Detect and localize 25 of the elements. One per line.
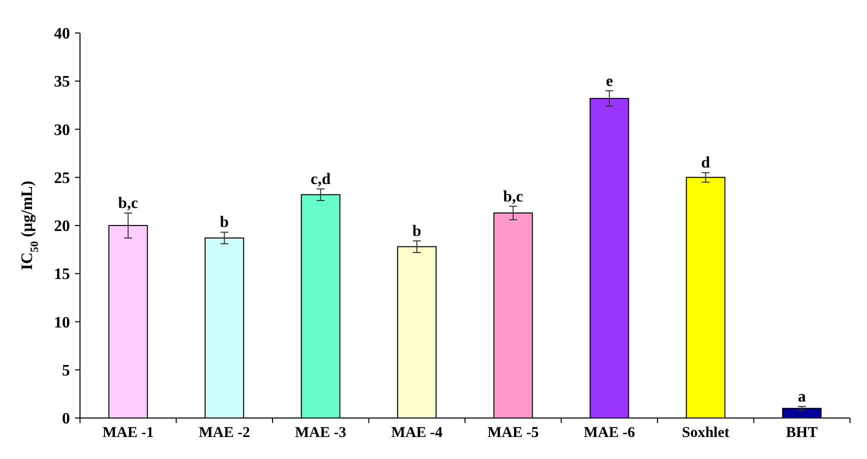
x-tick-label: MAE -1	[102, 425, 154, 441]
annotation: e	[606, 72, 613, 90]
y-tick-label: 0	[62, 410, 70, 428]
x-tick-label: MAE -4	[391, 425, 443, 441]
annotation: b	[412, 222, 422, 240]
x-tick-label: MAE -5	[488, 425, 539, 441]
y-tick-label: 40	[54, 26, 70, 43]
y-tick-label: 15	[54, 266, 70, 284]
y-tick-label: 30	[54, 122, 70, 139]
x-tick-label: MAE -6	[584, 425, 636, 441]
x-tick-label: BHT	[786, 425, 818, 441]
y-tick-label: 5	[62, 362, 70, 380]
annotation: b,c	[118, 194, 138, 212]
x-tick-label: MAE -2	[198, 425, 250, 441]
x-tick-label: MAE -3	[295, 425, 346, 441]
y-tick-label: 35	[54, 74, 70, 91]
annotation: d	[701, 154, 710, 172]
annotation: c,d	[310, 170, 331, 188]
y-tick-label: 25	[54, 170, 70, 187]
annotation: b	[220, 214, 229, 232]
annotation: a	[798, 388, 806, 406]
y-tick-label: 10	[54, 314, 70, 332]
x-tick-label: Soxhlet	[682, 425, 730, 441]
y-tick-label: 20	[54, 218, 70, 236]
annotation: b,c	[503, 188, 524, 206]
